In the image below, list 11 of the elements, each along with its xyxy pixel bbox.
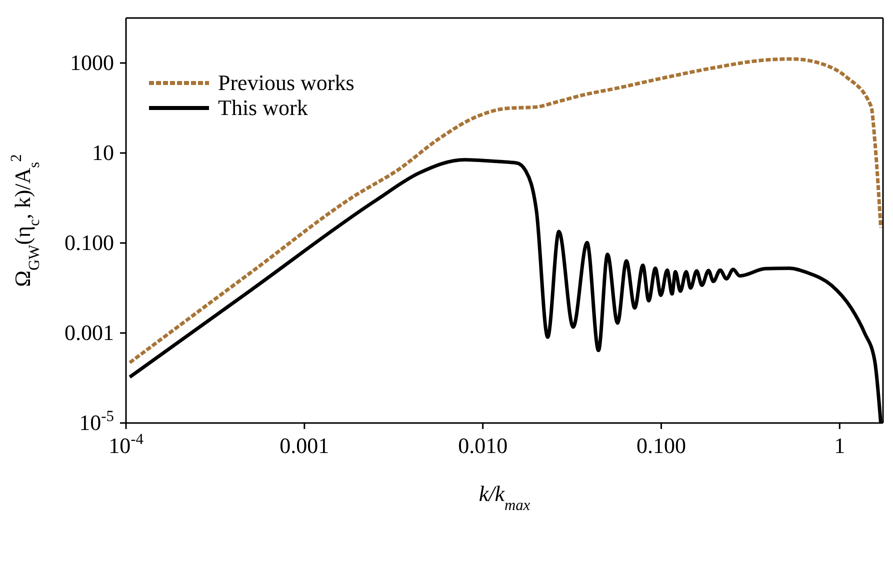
x-tick-label: 1 xyxy=(834,433,846,458)
x-axis-title: k/k$_{max}$ xyxy=(478,481,530,514)
y-tick-label: 1000 xyxy=(70,50,114,75)
y-tick-label: 10 xyxy=(92,140,114,165)
y-tick-label: 0.001 xyxy=(64,320,114,345)
legend-label: Previous works xyxy=(218,70,354,95)
x-tick-label: 0.100 xyxy=(636,433,686,458)
x-tick-label: 0.001 xyxy=(280,433,330,458)
x-tick-label: 0.010 xyxy=(458,433,508,458)
legend-label: This work xyxy=(218,95,308,120)
y-tick-label: 0.100 xyxy=(64,230,114,255)
